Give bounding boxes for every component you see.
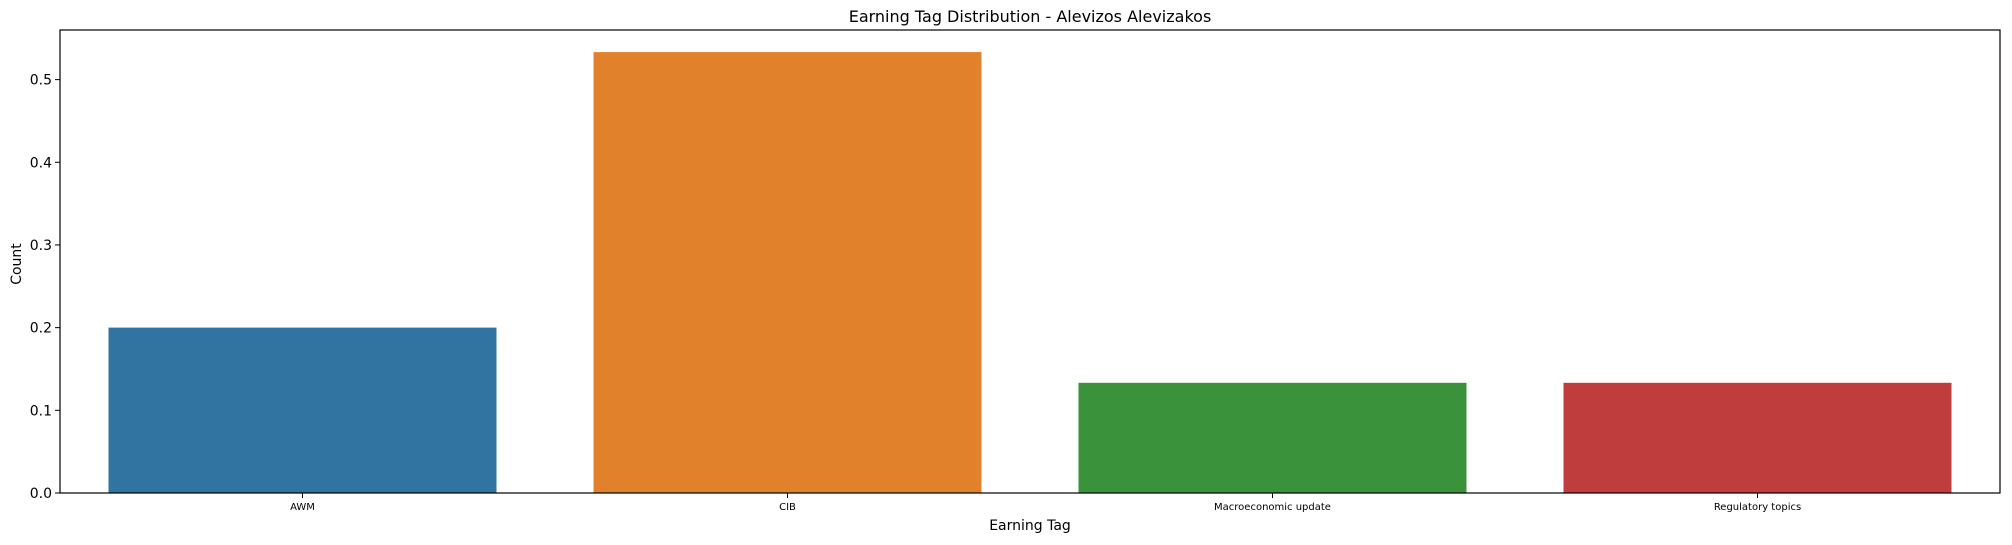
x-axis-label: Earning Tag (989, 518, 1071, 534)
y-axis-label: Count (9, 243, 25, 285)
x-tick-label: AWM (290, 502, 315, 513)
bar-cib (593, 52, 982, 493)
x-tick-label: Regulatory topics (1714, 502, 1801, 513)
plot-frame (59, 29, 2001, 494)
chart-title: Earning Tag Distribution - Alevizos Alev… (849, 7, 1212, 26)
x-axis-ticks: AWM CIB Macroeconomic update Regulatory top… (290, 493, 1801, 513)
y-tick-label: 0.1 (30, 403, 52, 419)
y-tick-label: 0.5 (30, 73, 52, 89)
bars-layer (108, 52, 1952, 493)
bar-awm (108, 327, 497, 493)
x-tick-label: Macroeconomic update (1214, 502, 1331, 513)
y-axis-ticks: 0.0 0.1 0.2 0.3 0.4 0.5 (30, 73, 60, 502)
bar-macroeconomic-update (1078, 382, 1467, 493)
y-tick-label: 0.0 (30, 486, 52, 502)
y-tick-label: 0.2 (30, 321, 52, 337)
x-tick-label: CIB (779, 502, 796, 513)
y-tick-label: 0.3 (30, 238, 52, 254)
bar-regulatory-topics (1563, 382, 1952, 493)
y-tick-label: 0.4 (30, 155, 52, 171)
